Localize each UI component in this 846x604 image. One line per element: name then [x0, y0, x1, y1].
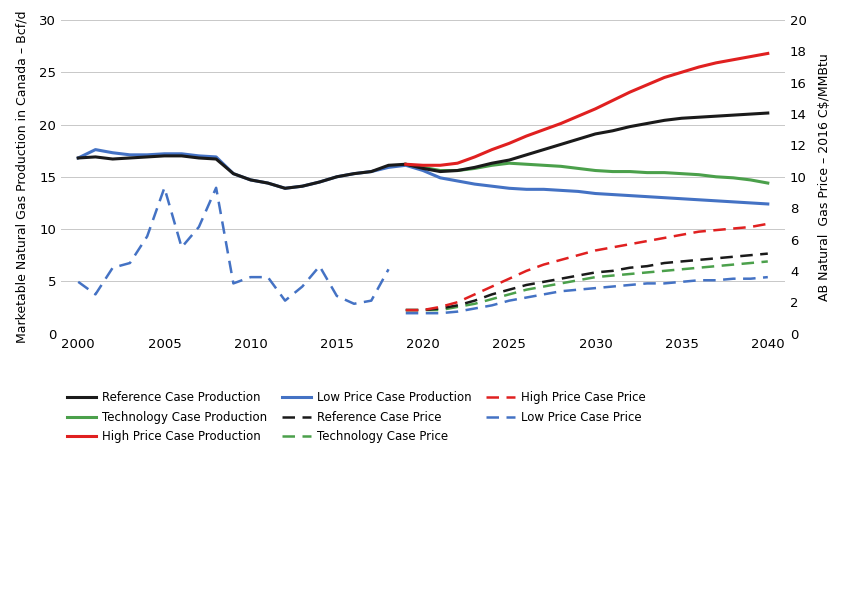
- Y-axis label: Marketable Natural Gas Production in Canada – Bcf/d: Marketable Natural Gas Production in Can…: [15, 10, 28, 343]
- Legend: Reference Case Production, Technology Case Production, High Price Case Productio: Reference Case Production, Technology Ca…: [67, 391, 646, 443]
- Y-axis label: AB Natural  Gas Price – 2016 C$/MMBtu: AB Natural Gas Price – 2016 C$/MMBtu: [818, 53, 831, 301]
